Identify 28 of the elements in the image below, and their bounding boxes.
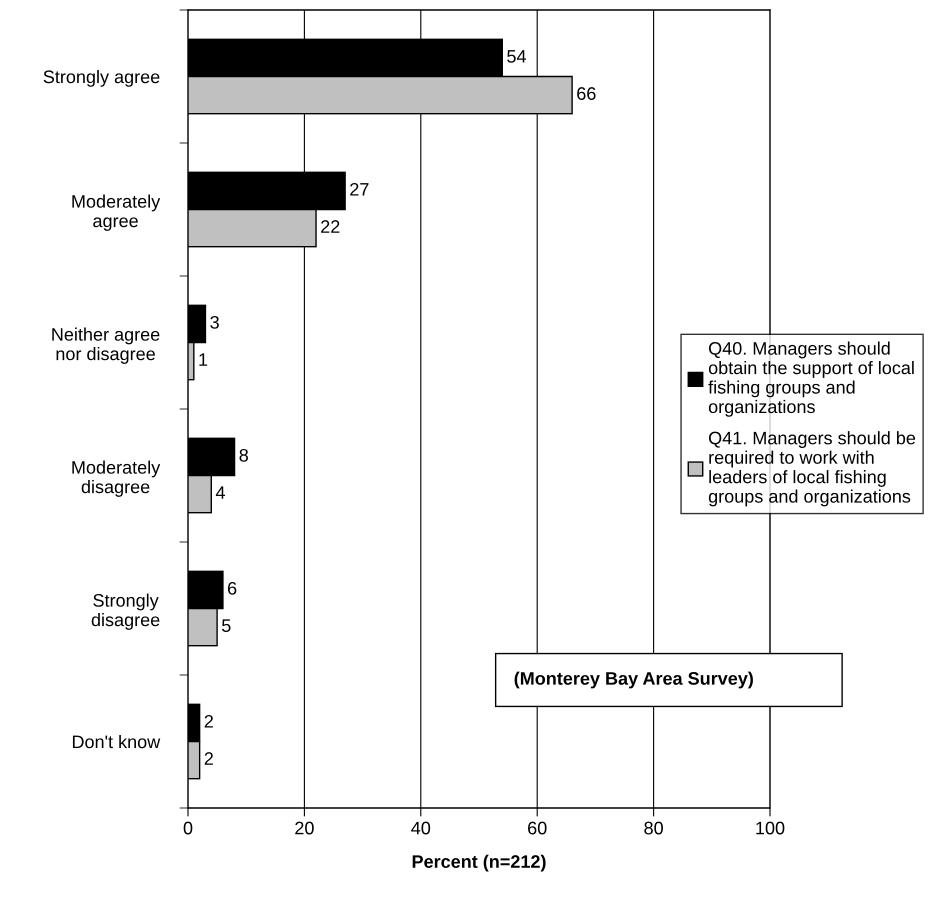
y-tick-label: Don't know	[72, 734, 160, 748]
x-tick-label: 0	[184, 822, 192, 834]
data-label: 22	[321, 220, 340, 233]
x-axis-title: Percent (n=212)	[412, 854, 546, 872]
y-tick-label: Moderately agree	[72, 194, 160, 231]
data-label: 5	[222, 619, 231, 632]
annotation: (Monterey Bay Area Survey)	[514, 672, 753, 688]
data-label: 2	[204, 714, 213, 728]
legend-label: Q40. Managers should obtain the support of local fishing groups and organizations	[708, 342, 914, 417]
data-label: 1	[199, 353, 208, 366]
x-tick-label: 60	[528, 822, 547, 834]
data-label: 54	[507, 50, 526, 63]
data-label: 6	[228, 582, 236, 595]
data-label: 66	[577, 87, 596, 100]
legend-label: Q41. Managers should be required to work with leaders of local fishing groups and organizations	[708, 431, 916, 506]
y-tick-label: Strongly agree	[44, 70, 160, 87]
x-tick-label: 40	[411, 822, 430, 834]
data-label: 3	[210, 316, 219, 329]
y-tick-label: Neither agree nor disagree	[52, 328, 160, 364]
data-label: 27	[350, 182, 368, 196]
data-label: 4	[216, 486, 225, 499]
data-label: 2	[204, 752, 213, 765]
x-tick-label: 100	[756, 822, 784, 834]
x-tick-label: 80	[644, 822, 663, 834]
y-tick-label: Moderately disagree	[72, 460, 160, 497]
data-label: 8	[240, 448, 248, 462]
y-tick-label: Strongly disagree	[92, 594, 160, 630]
x-tick-label: 20	[295, 822, 314, 834]
